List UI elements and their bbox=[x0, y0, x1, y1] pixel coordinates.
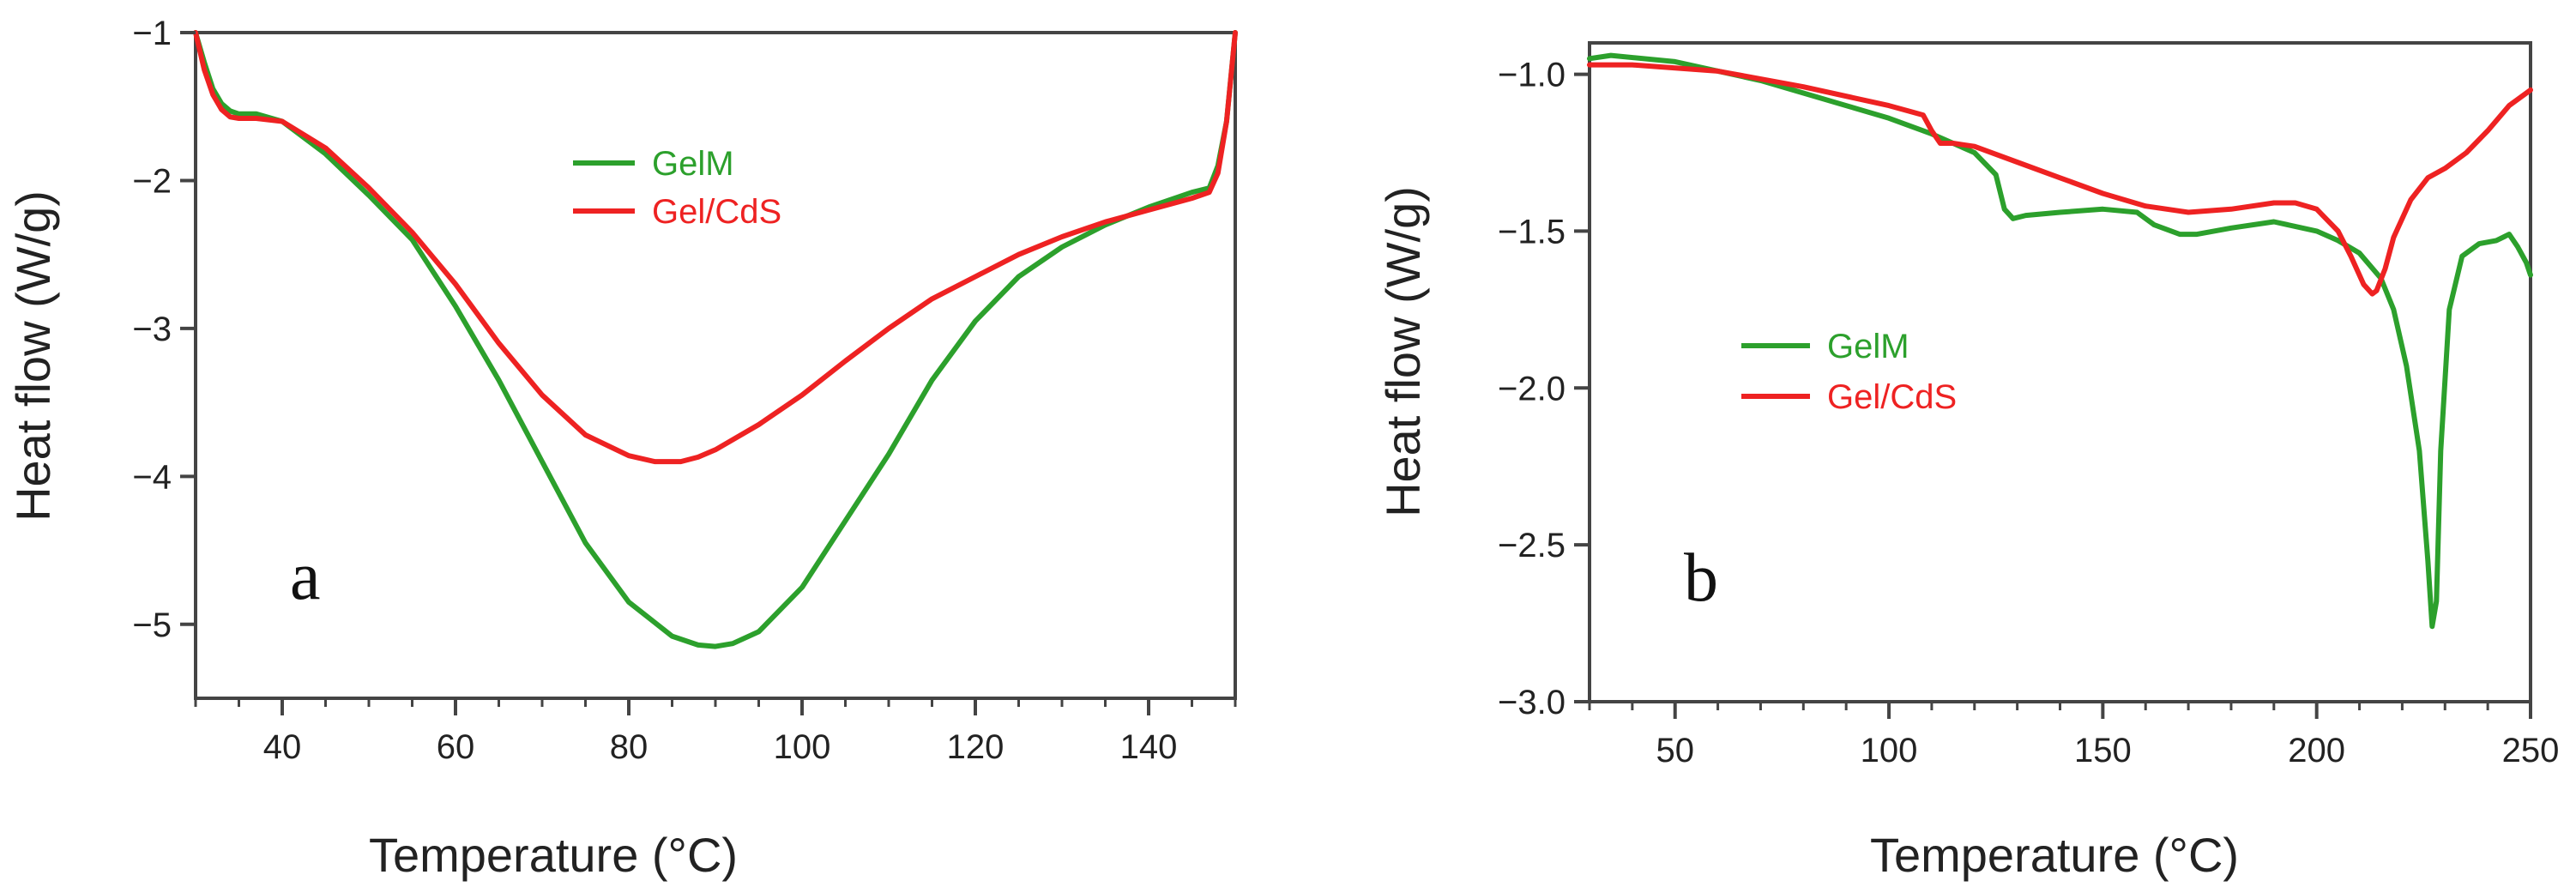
y-axis-title: Heat flow (W/g) bbox=[1376, 186, 1430, 517]
x-tick-label: 60 bbox=[437, 728, 475, 766]
legend-label-gelm: GelM bbox=[652, 145, 734, 183]
plot-area-frame bbox=[194, 31, 1237, 700]
plot-frame bbox=[1588, 41, 2532, 703]
y-tick-label: −3.0 bbox=[1498, 684, 1566, 721]
chart-panel-b: 50 100 150 200 250 −1.0 −1.5 −2.0 −2.5 −3.0 Temp… bbox=[1376, 41, 2560, 882]
y-tick-label: −2 bbox=[132, 162, 172, 200]
y-tick-label: −1.5 bbox=[1498, 213, 1566, 250]
series-line-gelm bbox=[193, 30, 1238, 649]
y-tick-label: −1 bbox=[132, 15, 172, 52]
series-layer bbox=[1587, 52, 2533, 630]
legend-label-gelm: GelM bbox=[1827, 328, 1909, 365]
x-tick-label: 140 bbox=[1120, 728, 1178, 766]
y-tick-label: −2.5 bbox=[1498, 527, 1566, 564]
y-tick-label: −5 bbox=[132, 606, 172, 644]
plot-frame bbox=[194, 31, 1237, 700]
y-tick-label: −1.0 bbox=[1498, 57, 1566, 94]
x-tick-label: 80 bbox=[610, 728, 649, 766]
x-tick-label: 100 bbox=[774, 728, 831, 766]
x-tick-label: 50 bbox=[1656, 732, 1694, 769]
x-tick-label: 250 bbox=[2502, 732, 2560, 769]
x-ticks: 40 60 80 100 120 140 bbox=[194, 698, 1237, 766]
y-tick-label: −4 bbox=[132, 458, 172, 496]
y-axis-title: Heat flow (W/g) bbox=[6, 190, 60, 522]
x-tick-label: 150 bbox=[2074, 732, 2132, 769]
y-ticks: −1 −2 −3 −4 −5 bbox=[132, 15, 196, 644]
legend-label-gelcds: Gel/CdS bbox=[1827, 378, 1957, 416]
y-ticks: −1.0 −1.5 −2.0 −2.5 −3.0 bbox=[1498, 57, 1590, 721]
x-tick-label: 200 bbox=[2288, 732, 2345, 769]
series-layer bbox=[193, 30, 1238, 649]
y-tick-label: −3 bbox=[132, 311, 172, 348]
legend-label-gelcds: Gel/CdS bbox=[652, 193, 781, 231]
series-line-gelm bbox=[1587, 52, 2533, 630]
plot-area-frame bbox=[1588, 41, 2532, 703]
series-line-gelcds bbox=[193, 30, 1238, 465]
x-tick-label: 120 bbox=[947, 728, 1004, 766]
panel-letter: b bbox=[1684, 540, 1718, 616]
legend: GelM Gel/CdS bbox=[573, 145, 781, 231]
y-tick-label: −2.0 bbox=[1498, 370, 1566, 407]
series-line-gelcds bbox=[1587, 62, 2533, 297]
legend: GelM Gel/CdS bbox=[1741, 328, 1957, 416]
x-axis-title: Temperature (°C) bbox=[1870, 828, 2239, 882]
x-tick-label: 40 bbox=[263, 728, 302, 766]
panel-letter: a bbox=[290, 539, 321, 614]
x-ticks: 50 100 150 200 250 bbox=[1588, 702, 2560, 769]
x-tick-label: 100 bbox=[1861, 732, 1918, 769]
chart-panel-a: 40 60 80 100 120 140 −1 −2 −3 −4 −5 Temperature (… bbox=[6, 15, 1238, 882]
x-axis-title: Temperature (°C) bbox=[369, 828, 738, 882]
